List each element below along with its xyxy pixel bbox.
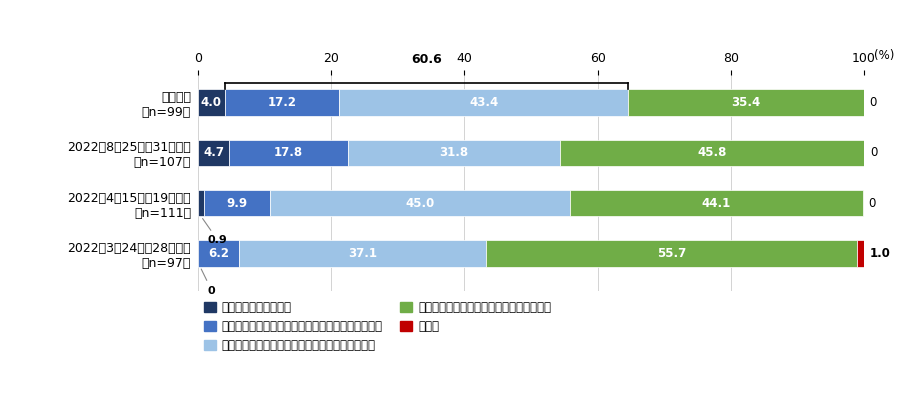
Text: 31.8: 31.8	[439, 146, 468, 159]
Text: 4.7: 4.7	[203, 146, 224, 159]
Text: 44.1: 44.1	[702, 197, 731, 210]
Bar	[198, 190, 204, 216]
Bar	[339, 89, 628, 116]
Text: 43.4: 43.4	[469, 96, 499, 109]
Text: 1.0: 1.0	[869, 247, 890, 260]
Text: 55.7: 55.7	[657, 247, 687, 260]
Bar	[628, 89, 864, 116]
Bar	[560, 140, 865, 166]
Bar	[225, 89, 339, 116]
Bar	[270, 190, 570, 216]
Text: 4.0: 4.0	[201, 96, 221, 109]
Bar	[347, 140, 560, 166]
Text: 60.6: 60.6	[411, 53, 442, 66]
Legend: 撤退済み／撤退を決定, 全面的な事業（操業）停止（一時的な停止を含む）, 一部事業（操業）の停止（一時的な停止を含む）, 通常どおり（今後の対応を検討中を含む）: 撤退済み／撤退を決定, 全面的な事業（操業）停止（一時的な停止を含む）, 一部事…	[204, 302, 551, 352]
Text: (%): (%)	[874, 49, 895, 62]
Bar	[239, 240, 486, 267]
Bar	[198, 140, 230, 166]
Text: 17.8: 17.8	[274, 146, 303, 159]
Text: 35.4: 35.4	[732, 96, 760, 109]
Text: 45.8: 45.8	[698, 146, 727, 159]
Text: 17.2: 17.2	[267, 96, 296, 109]
Text: 6.2: 6.2	[208, 247, 230, 260]
Text: 0: 0	[870, 146, 878, 159]
Text: 0.9: 0.9	[202, 218, 228, 245]
Bar	[198, 240, 239, 267]
Text: 45.0: 45.0	[405, 197, 435, 210]
Text: 37.1: 37.1	[348, 247, 377, 260]
Text: 0: 0	[869, 96, 877, 109]
Text: 0: 0	[868, 197, 876, 210]
Bar	[858, 240, 864, 267]
Bar	[204, 190, 270, 216]
Text: 9.9: 9.9	[227, 197, 248, 210]
Bar	[570, 190, 863, 216]
Bar	[230, 140, 347, 166]
Text: 0: 0	[202, 269, 216, 296]
Bar	[486, 240, 858, 267]
Bar	[198, 89, 225, 116]
